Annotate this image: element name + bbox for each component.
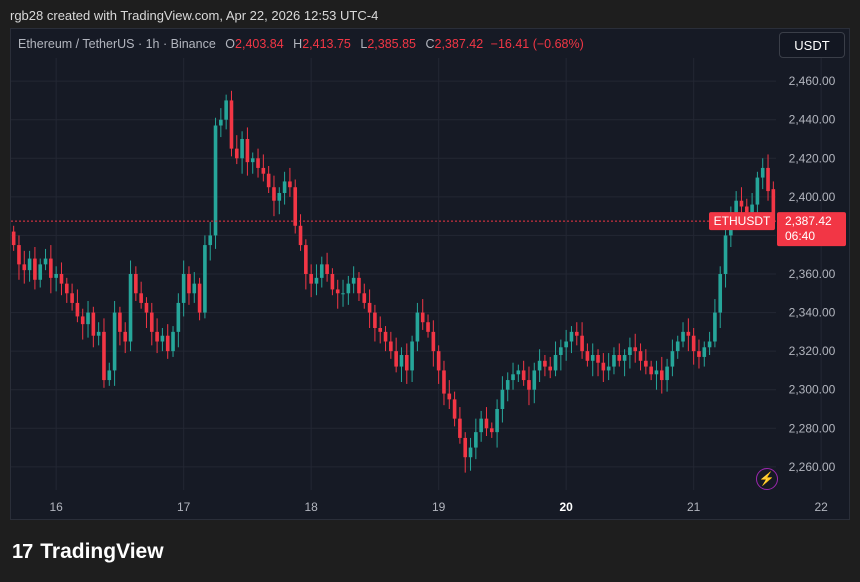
currency-button[interactable]: USDT	[779, 32, 845, 58]
ohlc-legend: Ethereum / TetherUS · 1h · Binance O2,40…	[18, 37, 584, 51]
open-label: O	[225, 37, 236, 51]
close-value: 2,387.42	[434, 37, 484, 51]
close-label: C	[425, 37, 435, 51]
open-value: 2,403.84	[235, 37, 284, 51]
change-value: −16.41 (−0.68%)	[490, 37, 584, 51]
chart-credit: rgb28 created with TradingView.com, Apr …	[10, 8, 379, 23]
high-value: 2,413.75	[302, 37, 351, 51]
footer-brand: 17 TradingView	[12, 540, 164, 564]
high-label: H	[293, 37, 303, 51]
tradingview-wordmark: TradingView	[40, 540, 164, 563]
tradingview-logo-icon: 17	[12, 540, 33, 563]
chart-panel[interactable]	[10, 28, 850, 520]
symbol-title[interactable]: Ethereum / TetherUS · 1h · Binance	[18, 37, 216, 51]
low-value: 2,385.85	[367, 37, 416, 51]
lightning-icon[interactable]: ⚡	[756, 468, 778, 490]
low-label: L	[360, 37, 368, 51]
